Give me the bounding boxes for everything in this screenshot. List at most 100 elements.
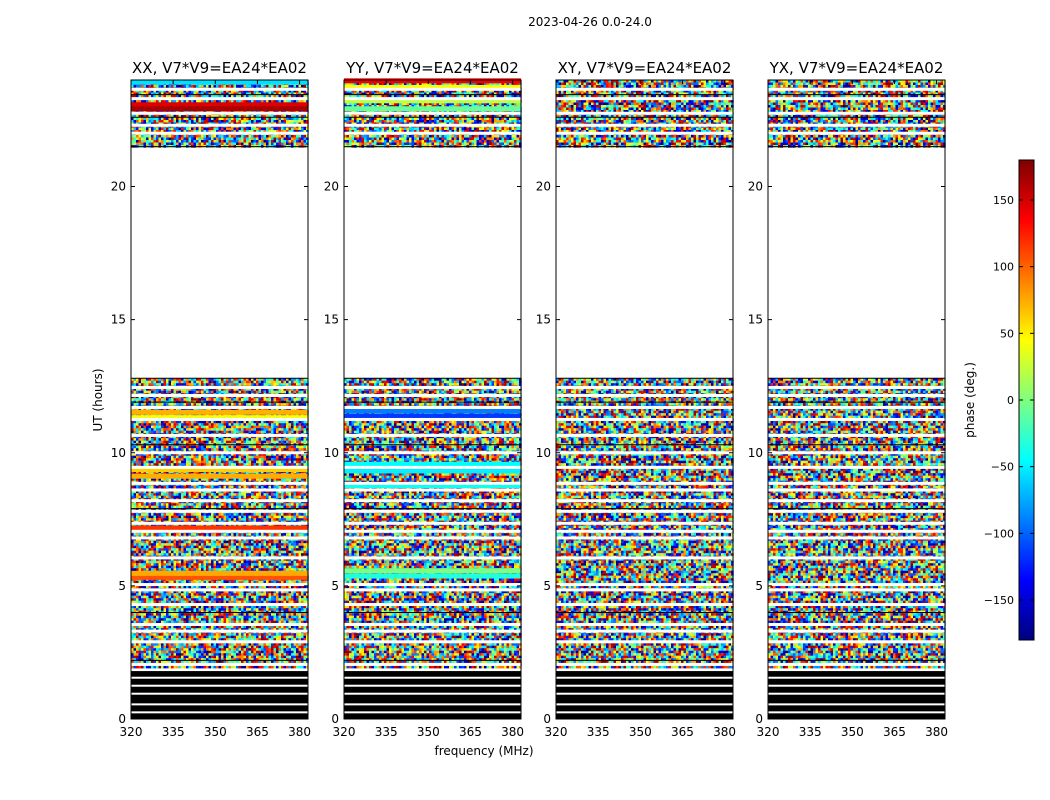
coherent-stripe (344, 574, 521, 579)
gap-row (768, 482, 945, 485)
x-tick-label: 380 (501, 725, 524, 739)
gap-line (344, 685, 521, 687)
panel-title: XX, V7*V9=EA24*EA02 (132, 59, 307, 77)
gap-line (556, 693, 733, 695)
x-tick-label: 380 (288, 725, 311, 739)
gap-row (768, 536, 945, 539)
gap-row (556, 451, 733, 454)
y-tick-label: 10 (748, 446, 763, 460)
gap-row (556, 124, 733, 127)
gap-row (131, 124, 308, 127)
y-tick-label: 15 (536, 313, 551, 327)
gap-row (768, 406, 945, 409)
gap-line (131, 703, 308, 705)
gap-row (344, 418, 521, 421)
gap-line (556, 703, 733, 705)
gap-row (768, 588, 945, 591)
gap-row (556, 522, 733, 525)
gap-row (344, 406, 521, 409)
gap-row (344, 482, 521, 485)
gap-line (556, 685, 733, 687)
gap-row (344, 583, 521, 586)
coherent-stripe (131, 474, 308, 479)
x-axis-label: frequency (MHz) (434, 744, 533, 758)
gap-row (768, 489, 945, 492)
gap-row (131, 394, 308, 397)
x-tick-label: 365 (671, 725, 694, 739)
gap-line (131, 677, 308, 679)
gap-row (556, 489, 733, 492)
gap-row (131, 522, 308, 525)
gap-row (131, 530, 308, 533)
gap-line (344, 703, 521, 705)
gap-row (768, 623, 945, 626)
gap-row (556, 406, 733, 409)
gap-row (768, 556, 945, 559)
gap-row (344, 603, 521, 606)
gap-row (344, 663, 521, 666)
gap-row (131, 406, 308, 409)
x-tick-label: 350 (629, 725, 652, 739)
gap-row (344, 588, 521, 591)
y-tick-label: 10 (536, 446, 551, 460)
gap-row (768, 451, 945, 454)
gap-line (556, 677, 733, 679)
gap-line (344, 711, 521, 713)
gap-row (131, 489, 308, 492)
gap-row (768, 510, 945, 513)
x-tick-label: 380 (925, 725, 948, 739)
y-tick-label: 20 (111, 180, 126, 194)
gap-row (556, 583, 733, 586)
y-tick-label: 15 (748, 313, 763, 327)
x-tick-label: 350 (204, 725, 227, 739)
gap-row (131, 663, 308, 666)
colorbar-label: phase (deg.) (963, 362, 977, 438)
gap-row (131, 132, 308, 135)
x-tick-label: 320 (757, 725, 780, 739)
panel-title: XY, V7*V9=EA24*EA02 (558, 59, 732, 77)
gap-row (556, 466, 733, 469)
gap-row (556, 97, 733, 100)
gap-row (768, 418, 945, 421)
colorbar-tick-label: −50 (991, 461, 1014, 474)
gap-row (768, 132, 945, 135)
gap-line (131, 693, 308, 695)
gap-row (344, 630, 521, 633)
gap-row (344, 394, 521, 397)
colorbar-tick-label: 100 (993, 261, 1014, 274)
gap-row (556, 112, 733, 115)
y-tick-label: 5 (331, 579, 339, 593)
gap-line (768, 703, 945, 705)
y-tick-label: 20 (536, 180, 551, 194)
gap-row (344, 499, 521, 502)
gap-row (131, 603, 308, 606)
gap-row (131, 418, 308, 421)
gap-line (131, 711, 308, 713)
gap-line (131, 685, 308, 687)
gap-row (768, 434, 945, 437)
gap-row (344, 466, 521, 469)
x-tick-label: 320 (120, 725, 143, 739)
gap-row (768, 394, 945, 397)
gap-row (344, 112, 521, 115)
gap-row (131, 482, 308, 485)
gap-row (768, 466, 945, 469)
x-tick-label: 335 (375, 725, 398, 739)
x-tick-label: 380 (713, 725, 736, 739)
gap-row (556, 663, 733, 666)
gap-row (768, 530, 945, 533)
y-tick-label: 0 (543, 712, 551, 726)
gap-row (556, 630, 733, 633)
colorbar-tick-label: −100 (984, 527, 1014, 540)
gap-row (131, 536, 308, 539)
gap-row (131, 630, 308, 633)
figure-suptitle: 2023-04-26 0.0-24.0 (528, 15, 652, 29)
gap-row (131, 510, 308, 513)
gap-row (556, 88, 733, 91)
x-tick-label: 320 (545, 725, 568, 739)
gap-row (556, 132, 733, 135)
gap-row (344, 88, 521, 91)
gap-row (768, 663, 945, 666)
